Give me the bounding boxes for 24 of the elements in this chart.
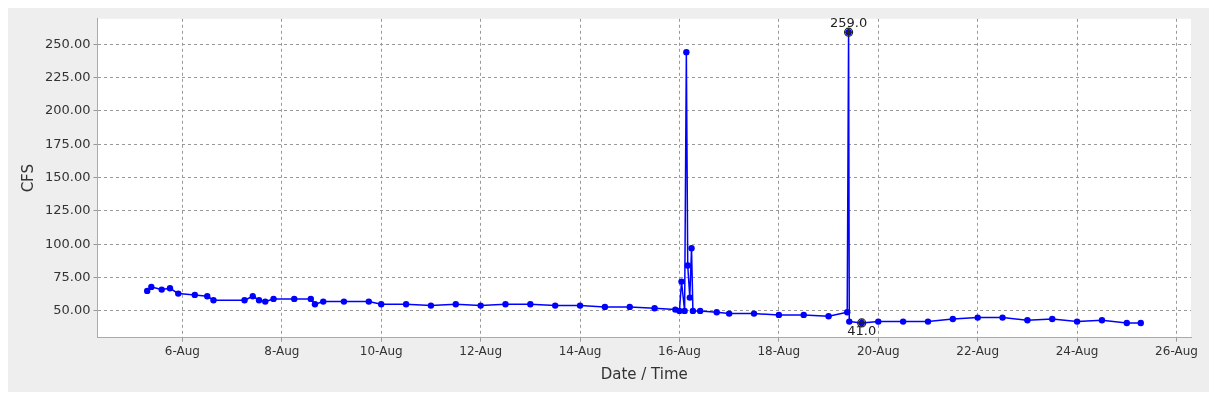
y-tick-label: 225.00: [44, 68, 91, 84]
x-tick-label: 8-Aug: [264, 343, 300, 358]
x-tick-label: 6-Aug: [164, 343, 200, 358]
x-tick-label: 26-Aug: [1155, 343, 1198, 358]
y-tick-label: 75.00: [53, 268, 91, 284]
x-tick-label: 10-Aug: [359, 343, 403, 358]
y-tick-label: 100.00: [44, 235, 91, 251]
x-axis-title: Date / Time: [600, 364, 688, 383]
y-tick-label: 175.00: [44, 135, 91, 151]
y-tick-label: 250.00: [44, 35, 91, 51]
y-tick-label: 150.00: [44, 168, 91, 184]
x-tick-label: 16-Aug: [658, 343, 701, 358]
x-tick-label: 18-Aug: [757, 343, 801, 358]
x-tick-label: 14-Aug: [558, 343, 602, 358]
x-tick-label: 22-Aug: [956, 343, 1000, 358]
x-tick-label: 24-Aug: [1055, 343, 1099, 358]
x-tick-label: 20-Aug: [856, 343, 900, 358]
y-tick-label: 125.00: [44, 202, 91, 218]
y-axis-title: CFS: [18, 164, 37, 193]
annotation: 41.0: [847, 322, 877, 338]
y-tick-label: 200.00: [44, 102, 91, 118]
y-tick-label: 50.00: [53, 302, 91, 318]
x-tick-label: 12-Aug: [459, 343, 503, 358]
annotation: 259.0: [829, 15, 868, 31]
